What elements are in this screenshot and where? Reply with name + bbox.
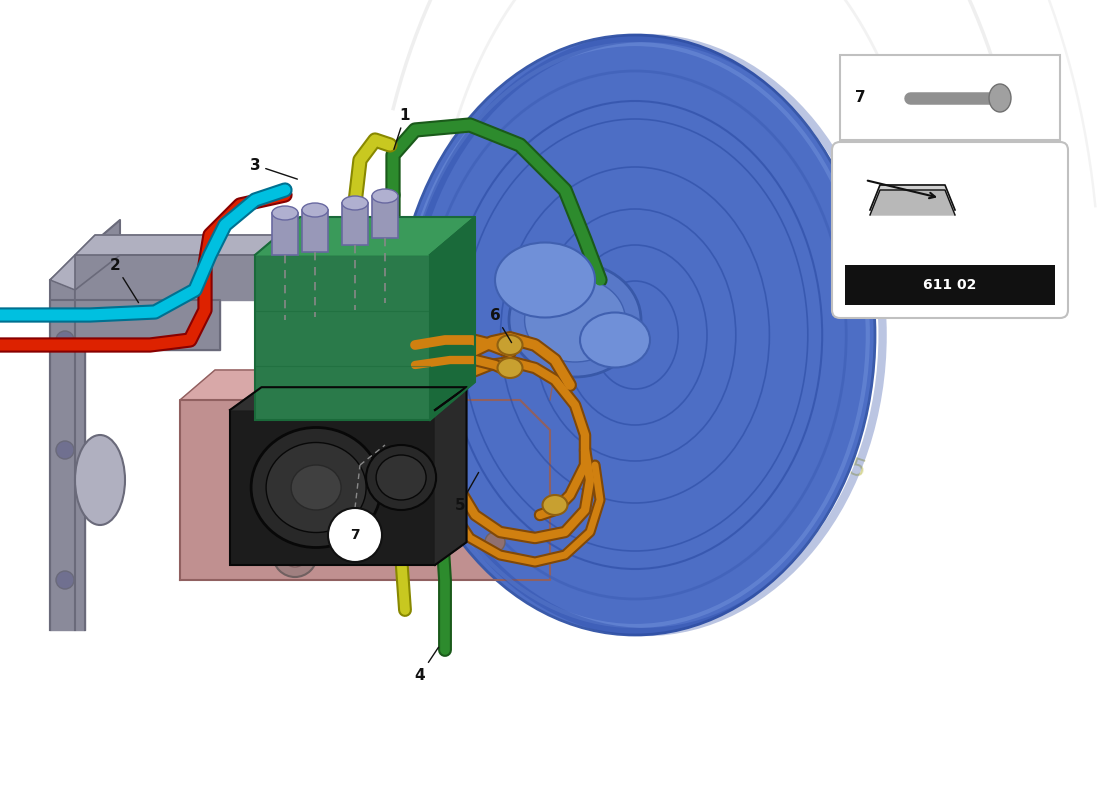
Text: 7: 7 (855, 90, 866, 106)
Ellipse shape (251, 427, 381, 547)
Text: 3: 3 (250, 158, 297, 179)
FancyBboxPatch shape (342, 203, 369, 245)
Ellipse shape (366, 445, 436, 510)
Polygon shape (255, 217, 475, 255)
Ellipse shape (497, 335, 522, 355)
Text: onautoparts: onautoparts (654, 335, 806, 405)
FancyBboxPatch shape (230, 410, 434, 565)
Ellipse shape (395, 35, 874, 635)
Polygon shape (50, 220, 120, 630)
Bar (845, 265, 1055, 305)
Circle shape (56, 571, 74, 589)
Ellipse shape (372, 189, 398, 203)
Text: 7: 7 (350, 528, 360, 542)
Ellipse shape (266, 442, 366, 533)
FancyBboxPatch shape (840, 55, 1060, 140)
Circle shape (485, 532, 505, 552)
Text: 611 02: 611 02 (923, 278, 977, 292)
Polygon shape (434, 387, 466, 565)
Ellipse shape (495, 242, 595, 318)
Polygon shape (180, 370, 556, 400)
Polygon shape (180, 400, 550, 580)
Polygon shape (75, 255, 370, 300)
FancyBboxPatch shape (372, 196, 398, 238)
Text: res: res (714, 132, 1026, 308)
Ellipse shape (580, 313, 650, 367)
Ellipse shape (509, 263, 641, 377)
Ellipse shape (272, 206, 298, 220)
FancyBboxPatch shape (832, 142, 1068, 318)
Polygon shape (430, 217, 475, 420)
Text: 4: 4 (415, 647, 439, 682)
FancyBboxPatch shape (302, 210, 328, 252)
Text: 6: 6 (490, 307, 512, 342)
Ellipse shape (525, 278, 626, 362)
Polygon shape (870, 190, 955, 215)
Circle shape (56, 441, 74, 459)
Polygon shape (230, 387, 466, 410)
Text: since 1985: since 1985 (732, 418, 869, 482)
Circle shape (283, 543, 307, 567)
Text: 1: 1 (394, 107, 410, 150)
Circle shape (328, 508, 382, 562)
Ellipse shape (292, 465, 341, 510)
Ellipse shape (342, 196, 369, 210)
Ellipse shape (302, 203, 328, 217)
Polygon shape (870, 185, 955, 210)
Ellipse shape (497, 358, 522, 378)
Text: 5: 5 (454, 473, 478, 513)
Ellipse shape (376, 455, 426, 500)
Ellipse shape (989, 84, 1011, 112)
Ellipse shape (542, 495, 568, 515)
FancyBboxPatch shape (272, 213, 298, 255)
FancyBboxPatch shape (255, 255, 430, 420)
Ellipse shape (75, 435, 125, 525)
Polygon shape (50, 300, 220, 630)
Polygon shape (50, 235, 370, 290)
Circle shape (56, 331, 74, 349)
Circle shape (273, 533, 317, 577)
Text: 2: 2 (110, 258, 139, 302)
